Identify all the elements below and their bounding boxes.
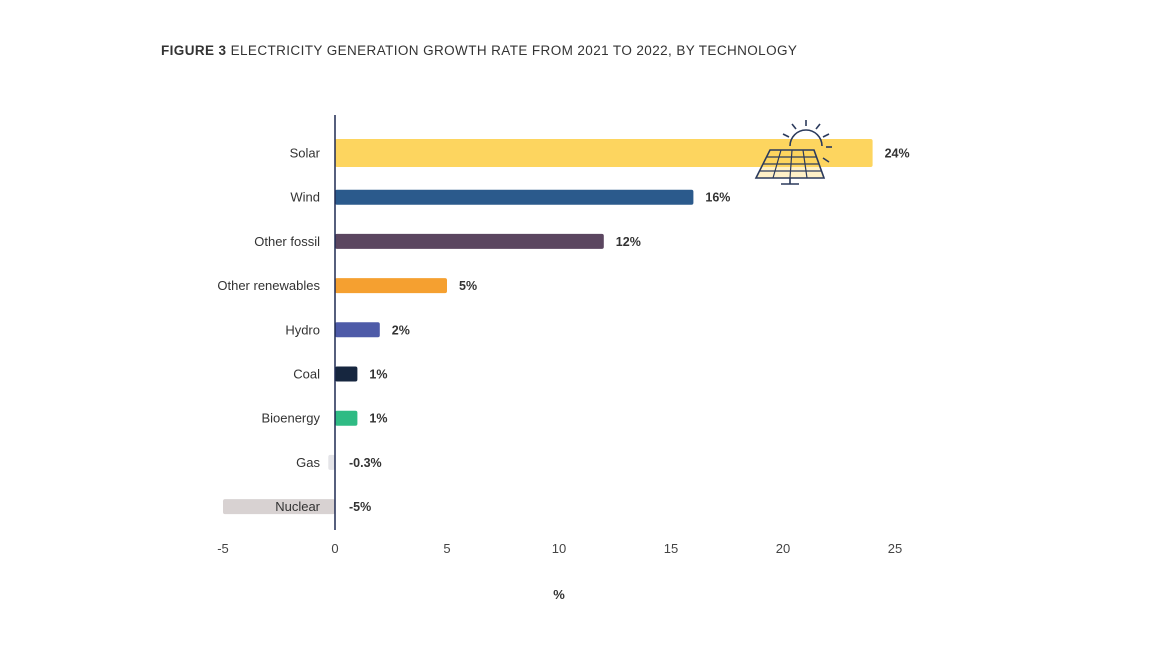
x-tick-label: 25 <box>888 541 902 556</box>
category-labels-layer: Solar Wind Other fossil Other renewables Hyd… <box>217 146 320 515</box>
x-axis-title: % <box>553 587 565 602</box>
bar-other-fossil <box>335 233 604 249</box>
x-tick-label: 10 <box>552 541 566 556</box>
solar-panel-sun-icon <box>754 120 832 185</box>
x-tick-label: 0 <box>331 541 338 556</box>
bar-solar <box>335 139 873 167</box>
x-tick-label: -5 <box>217 541 229 556</box>
value-label: 2% <box>392 323 410 337</box>
figure-title-text: ELECTRICITY GENERATION GROWTH RATE FROM … <box>230 43 798 58</box>
category-label: Bioenergy <box>261 411 320 426</box>
category-label: Coal <box>293 367 320 382</box>
value-label: -5% <box>349 500 371 514</box>
category-label: Other fossil <box>254 234 320 249</box>
bar-bioenergy <box>335 410 358 426</box>
category-label: Gas <box>296 455 320 470</box>
figure-number: FIGURE 3 <box>161 43 227 58</box>
x-tick-label: 5 <box>443 541 450 556</box>
x-tick-label: 15 <box>664 541 678 556</box>
x-tick-label: 20 <box>776 541 790 556</box>
category-label: Other renewables <box>217 278 320 293</box>
category-label: Nuclear <box>275 499 320 514</box>
bar-wind <box>335 189 694 205</box>
bar-nuclear <box>223 499 335 515</box>
bar-gas <box>328 454 335 470</box>
value-label: 1% <box>369 412 387 426</box>
value-label: 5% <box>459 279 477 293</box>
bar-other-renewables <box>335 278 447 294</box>
bar-hydro <box>335 322 380 338</box>
value-label: -0.3% <box>349 456 382 470</box>
value-label: 24% <box>885 147 910 161</box>
value-label: 1% <box>369 368 387 382</box>
chart-title: FIGURE 3 ELECTRICITY GENERATION GROWTH R… <box>161 43 797 58</box>
bars-layer <box>223 139 873 515</box>
x-axis-ticks-layer: -5 0 5 10 15 20 25 <box>217 541 902 556</box>
bar-coal <box>335 366 358 382</box>
category-label: Hydro <box>285 322 320 337</box>
category-label: Solar <box>290 146 321 161</box>
value-labels-layer: 24% 16% 12% 5% 2% 1% 1% -0.3% -5% <box>349 147 910 515</box>
category-label: Wind <box>290 190 320 205</box>
value-label: 12% <box>616 235 641 249</box>
value-label: 16% <box>705 191 730 205</box>
